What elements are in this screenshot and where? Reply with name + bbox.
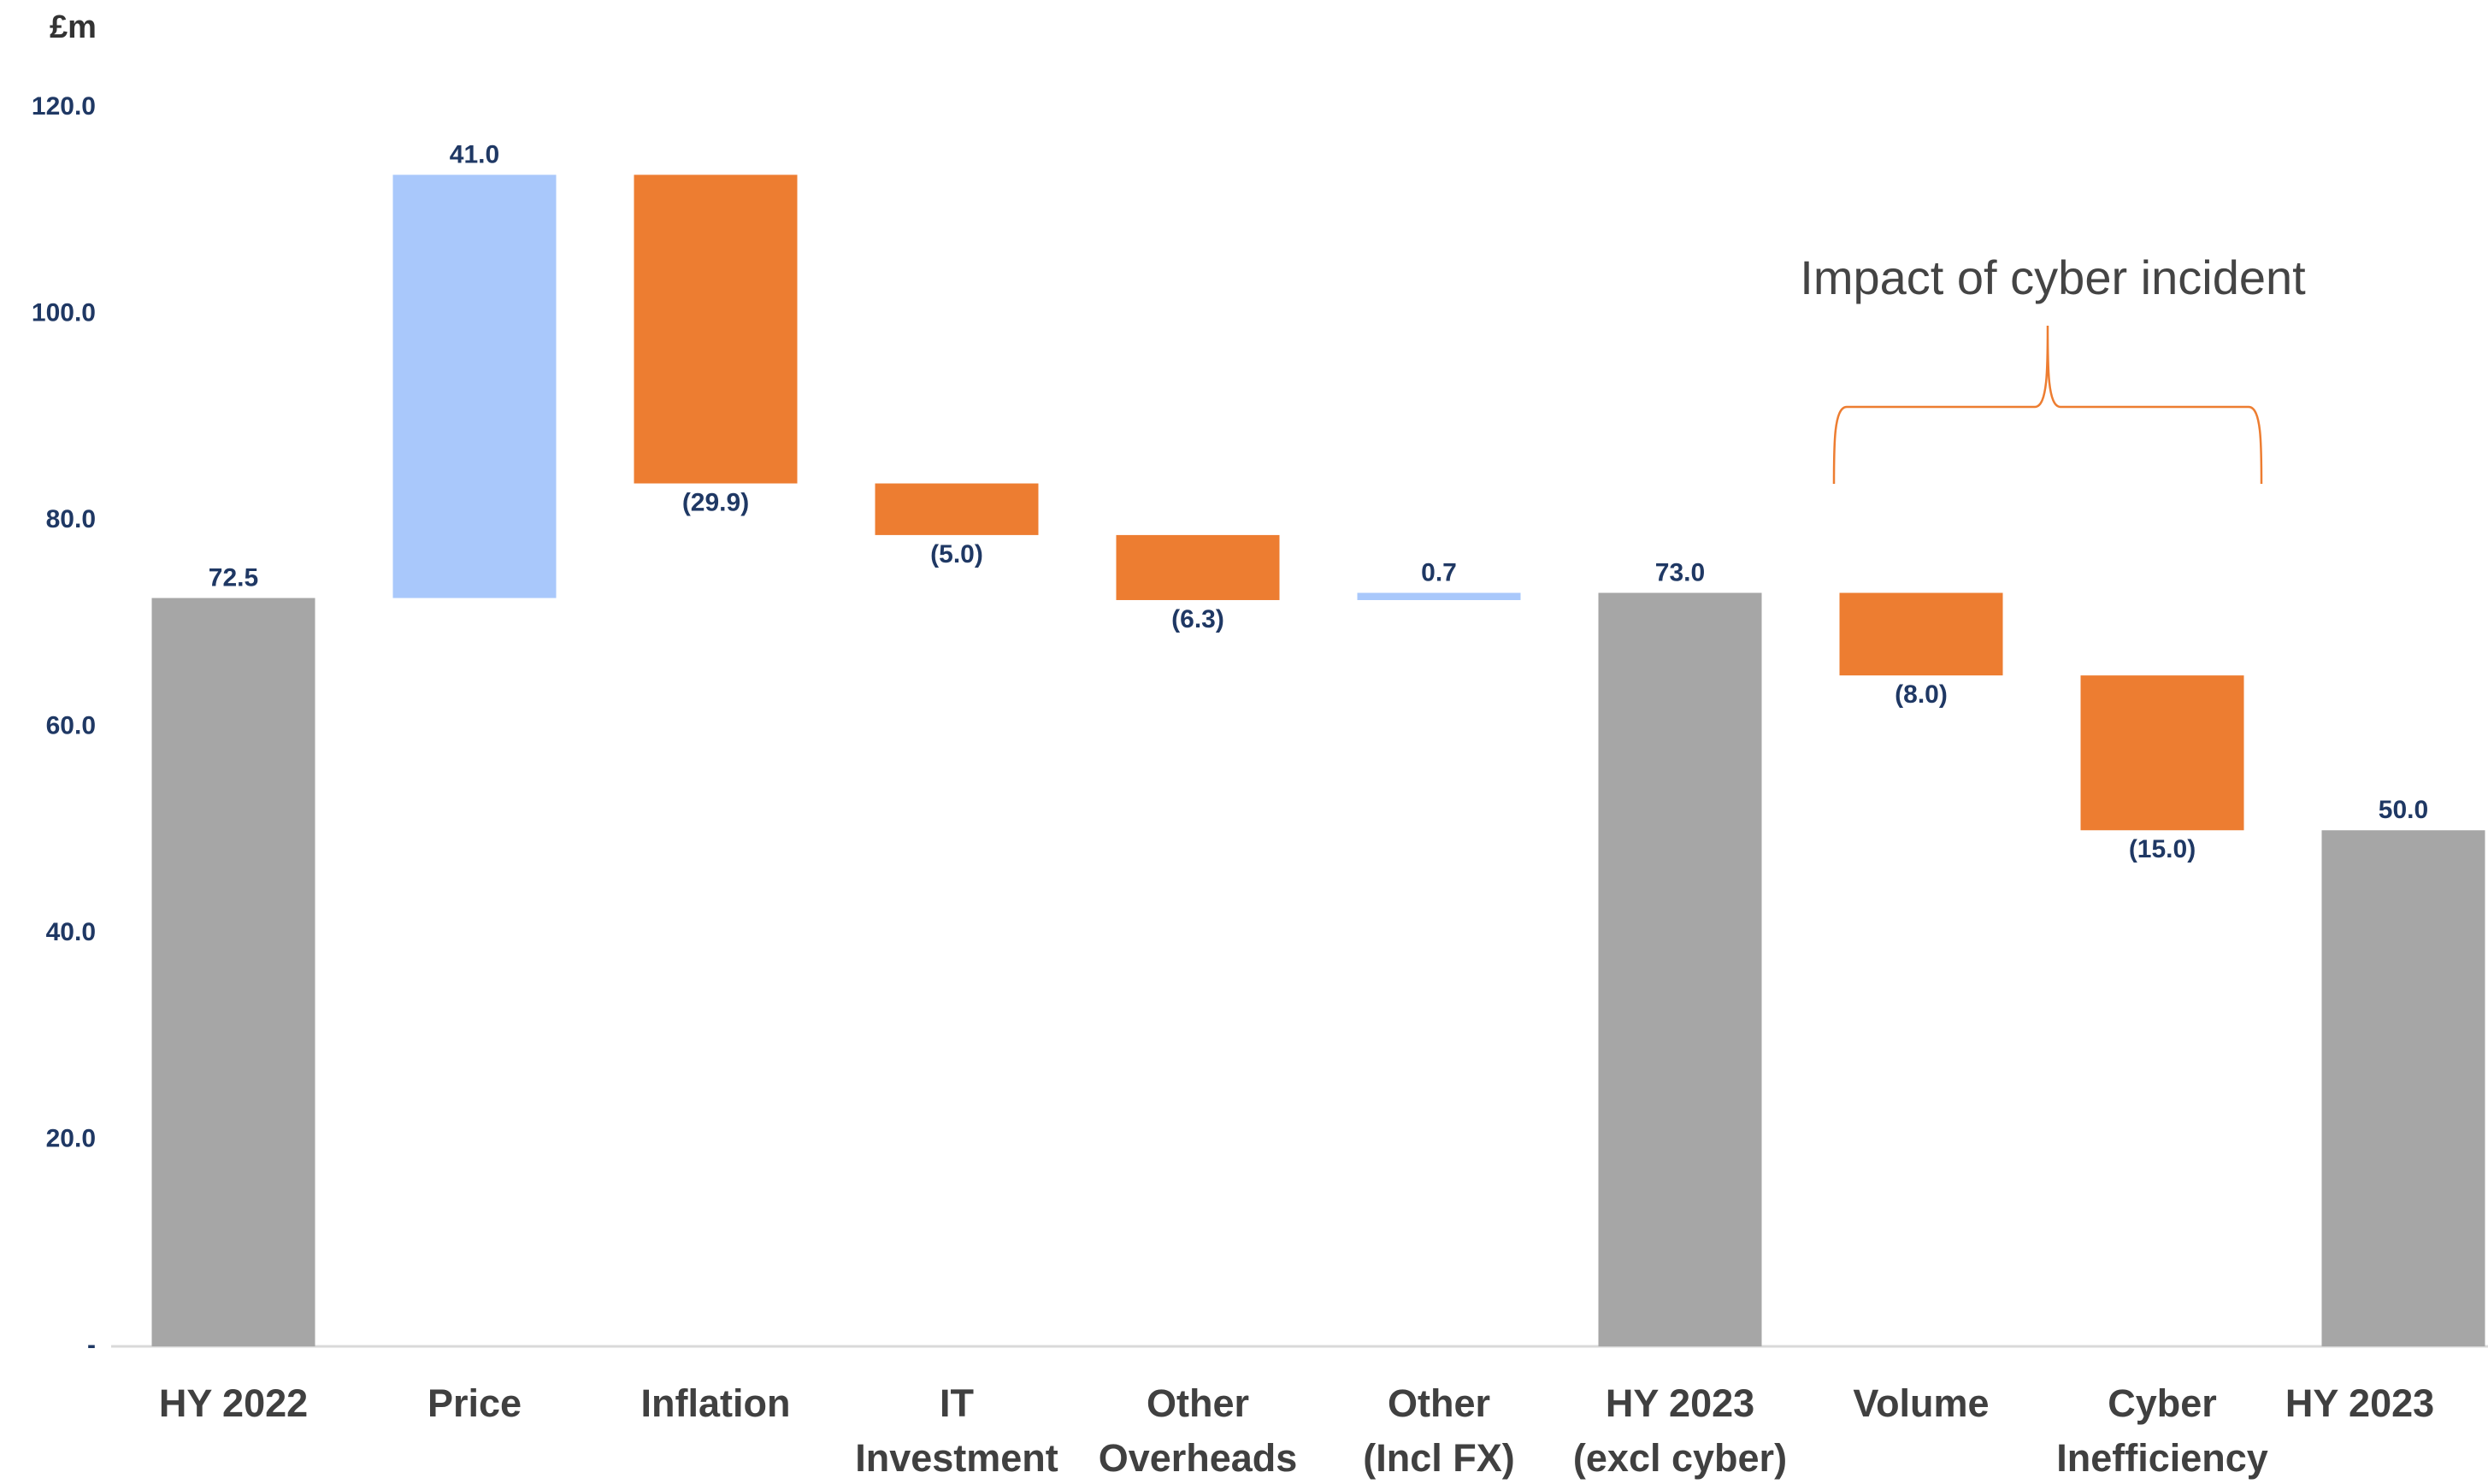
value-label: 72.5 (209, 563, 258, 592)
y-tick-label: 100.0 (32, 298, 96, 327)
value-label: (15.0) (2129, 835, 2196, 863)
value-label: (6.3) (1171, 605, 1224, 633)
x-tick-label: Inflation (640, 1381, 791, 1425)
annotation-brace (1832, 325, 2263, 485)
bar (2080, 675, 2244, 831)
annotation: Impact of cyber incident (1800, 250, 2306, 304)
bar (1598, 592, 1762, 1346)
bar (1116, 534, 1280, 600)
y-tick-label: 60.0 (46, 711, 96, 739)
x-tick-label: Cyber Inefficiency (2056, 1381, 2268, 1480)
x-tick-label: Volume (1853, 1381, 1990, 1425)
bar (1839, 592, 2003, 676)
bar (392, 174, 557, 598)
y-tick-label: 80.0 (46, 505, 96, 533)
value-label: 41.0 (450, 140, 499, 168)
y-tick-label: - (87, 1331, 96, 1359)
value-label: (8.0) (1895, 680, 1948, 709)
value-label: 0.7 (1421, 558, 1457, 586)
x-tick-label: Price (427, 1381, 522, 1425)
y-axis-label: £m (50, 9, 97, 45)
bar (151, 598, 315, 1346)
y-tick-label: 120.0 (32, 92, 96, 121)
x-tick-label: IT Investment (855, 1381, 1058, 1480)
x-tick-label: Other Overheads (1098, 1381, 1298, 1480)
x-tick-label: HY 2023 (excl cyber) (1572, 1381, 1788, 1480)
value-label: 73.0 (1655, 558, 1705, 586)
value-label: 50.0 (2379, 796, 2428, 824)
value-label: (5.0) (930, 540, 983, 568)
bar (634, 174, 798, 484)
bar (875, 483, 1039, 535)
x-tick-label: HY 2022 (158, 1381, 309, 1425)
bar (1357, 592, 1521, 600)
y-tick-label: 40.0 (46, 918, 96, 946)
x-tick-label: HY 2023 (2285, 1381, 2435, 1425)
x-tick-label: Other (Incl FX) (1363, 1381, 1515, 1480)
bar (2321, 830, 2485, 1346)
y-tick-label: 20.0 (46, 1124, 96, 1152)
value-label: (29.9) (682, 488, 749, 516)
